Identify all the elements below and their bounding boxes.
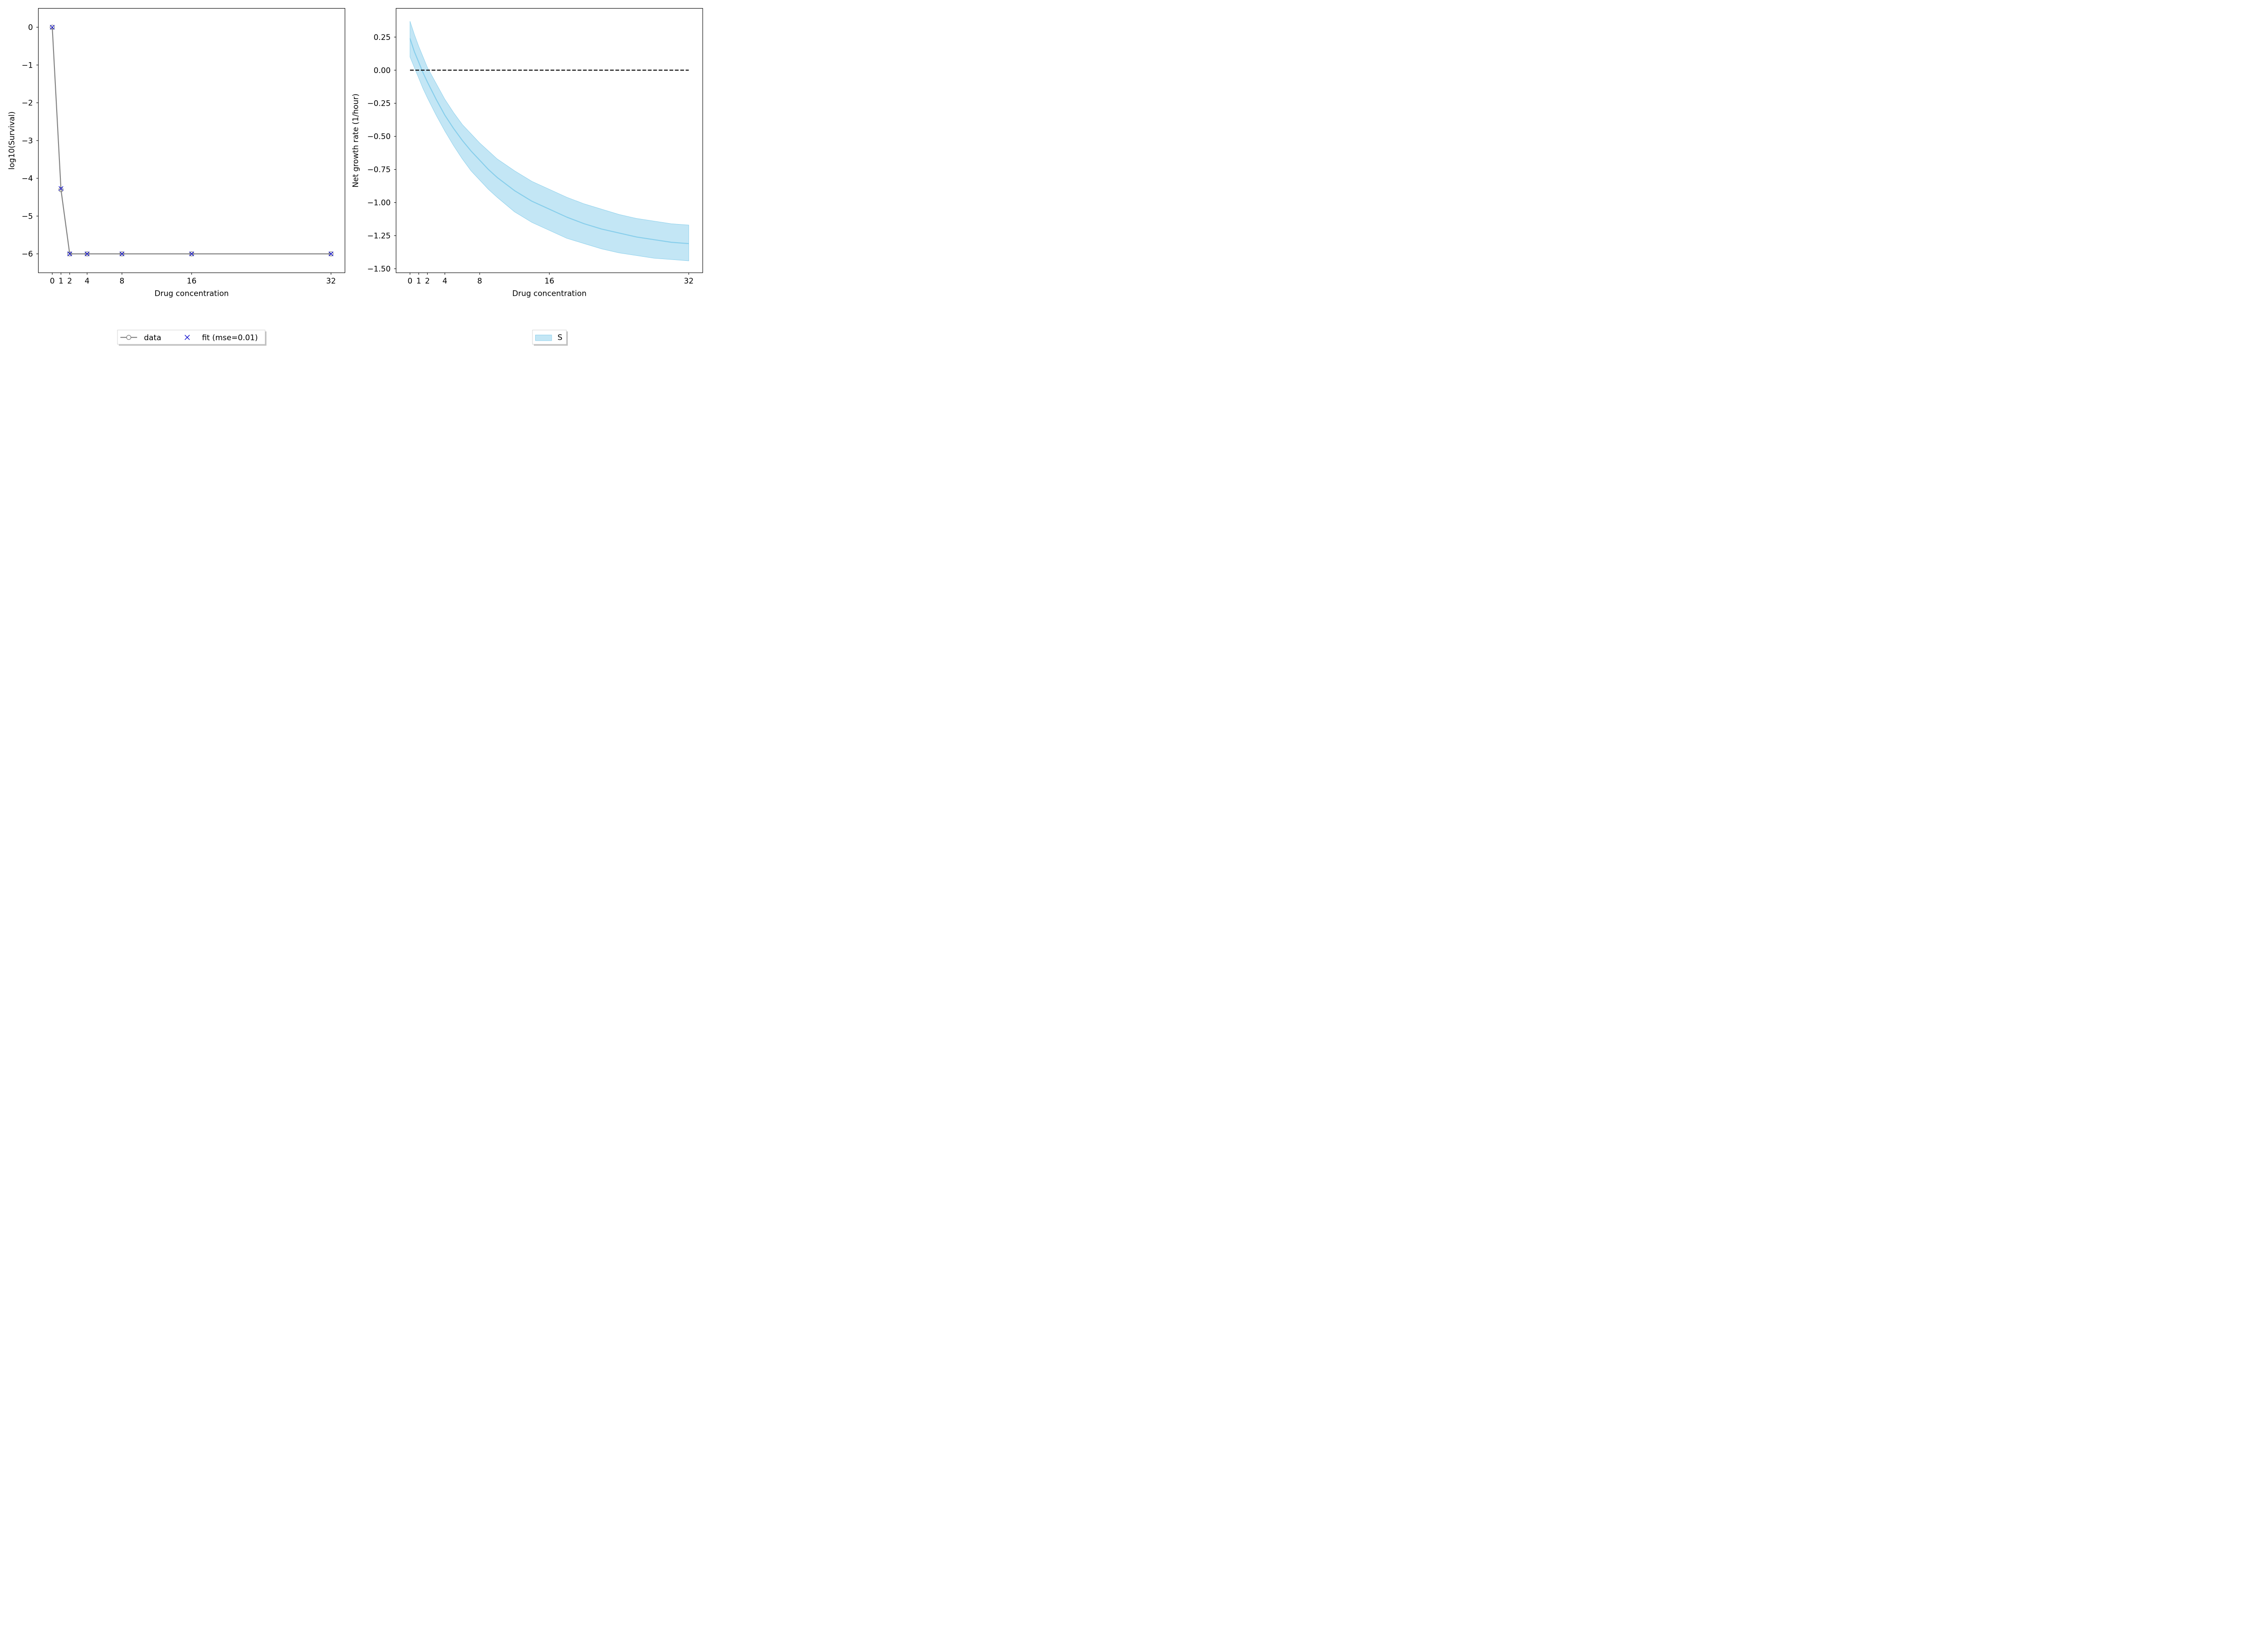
x-axis-label: Drug concentration [155,289,229,298]
x-axis-label: Drug concentration [512,289,587,298]
x-tick-label: 16 [544,276,554,285]
y-tick-label: −1 [22,60,33,69]
legend: S [532,330,568,346]
legend-box [117,330,265,345]
data-point [119,251,125,257]
y-tick-label: 0.25 [374,33,391,42]
y-tick-label: −3 [22,136,33,145]
y-tick-label: −2 [22,98,33,108]
y-tick-label: −0.50 [367,132,391,141]
legend-label: S [557,333,562,342]
y-tick-label: −1.50 [367,264,391,274]
legend-swatch [535,334,552,341]
x-tick-label: 0 [50,276,55,285]
data-point [84,251,90,257]
x-tick-label: 16 [187,276,197,285]
fit-point [119,251,125,256]
data-point [49,24,55,30]
confidence-band-S [410,21,689,261]
x-tick-label: 8 [119,276,124,285]
mean-line-S [409,38,689,244]
legend-marker-data [126,335,132,340]
fit-point [84,251,90,256]
chart-panel-2: 0 1 2 4 8 16 32 0.25 0.00 −0.25 −0.50 −0.75 −1.00 −1.… [351,8,703,346]
y-tick-label: 0.00 [374,66,391,75]
legend-label-data: data [144,333,161,342]
y-tick-label: −0.75 [367,165,391,174]
y-axis-label: Net growth rate (1/hour) [351,93,360,187]
x-tick-label: 32 [326,276,336,285]
x-tick-label: 1 [416,276,421,285]
legend: data fit (mse=0.01) [117,330,267,346]
x-tick-label: 32 [684,276,694,285]
x-tick-label: 0 [408,276,413,285]
x-tick-label: 1 [59,276,64,285]
fit-point [189,251,194,256]
y-tick-label: −1.25 [367,231,391,240]
fit-point [50,24,55,30]
fit-point [328,251,333,256]
data-point [67,251,73,257]
legend-marker-fit [185,335,190,340]
y-tick-label: −1.00 [367,198,391,207]
data-point [328,251,334,257]
legend-label-fit: fit (mse=0.01) [202,333,258,342]
y-tick-label: −4 [22,174,33,183]
x-tick-label: 4 [442,276,447,285]
data-point [59,187,64,192]
x-tick-label: 2 [425,276,430,285]
y-tick-label: −5 [22,211,33,220]
series-line-data [52,27,331,254]
y-tick-label: −0.25 [367,99,391,108]
fit-point [59,186,64,191]
figure: 0 1 2 4 8 16 32 0 −1 −2 −3 −4 −5 −6 Drug concentration… [0,0,708,354]
y-axis-label: log10(Survival) [7,112,16,170]
fit-point [67,251,72,256]
axes-frame [38,8,346,273]
data-point [189,251,194,257]
y-tick-label: −6 [22,249,33,259]
x-tick-label: 2 [67,276,72,285]
x-tick-label: 4 [85,276,90,285]
x-tick-label: 8 [477,276,482,285]
y-tick-label: 0 [28,23,33,32]
